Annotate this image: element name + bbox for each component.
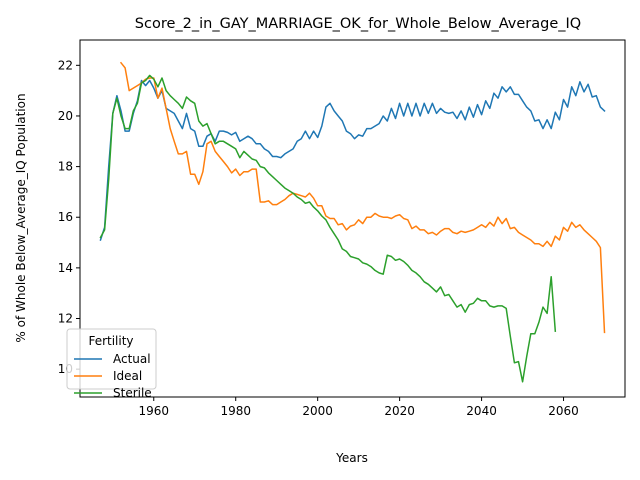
legend-title: Fertility bbox=[88, 334, 133, 348]
y-tick-label: 22 bbox=[58, 58, 73, 72]
legend-label-ideal: Ideal bbox=[113, 369, 142, 383]
y-tick-label: 14 bbox=[58, 261, 73, 275]
legend-box bbox=[66, 328, 157, 390]
series-line-sterile bbox=[99, 74, 557, 383]
y-tick-label: 18 bbox=[58, 160, 73, 174]
series-line-ideal bbox=[119, 61, 606, 334]
x-tick-label: 1960 bbox=[138, 404, 169, 418]
x-tick-label: 2040 bbox=[466, 404, 497, 418]
chart-title: Score_2_in_GAY_MARRIAGE_OK_for_Whole_Bel… bbox=[135, 16, 581, 32]
plot-lines bbox=[99, 61, 606, 383]
x-tick-label: 2020 bbox=[384, 404, 415, 418]
y-tick-label: 16 bbox=[58, 210, 73, 224]
legend-label-actual: Actual bbox=[113, 352, 151, 366]
plot-frame bbox=[79, 39, 626, 398]
x-tick-label: 2060 bbox=[548, 404, 579, 418]
y-tick-label: 20 bbox=[58, 109, 73, 123]
legend-items: Actual Ideal Sterile bbox=[74, 352, 152, 400]
x-tick-label: 1980 bbox=[220, 404, 251, 418]
x-axis-label: Years bbox=[335, 451, 368, 465]
x-axis-ticks: 1960 1980 2000 2020 2040 2060 bbox=[138, 397, 579, 418]
legend: Fertility Actual Ideal Sterile bbox=[66, 328, 157, 400]
y-axis-label: % of Whole Below_Average_IQ Population bbox=[14, 93, 28, 342]
series-line-actual bbox=[99, 79, 606, 241]
y-tick-label: 12 bbox=[58, 312, 73, 326]
x-tick-label: 2000 bbox=[302, 404, 333, 418]
legend-label-sterile: Sterile bbox=[113, 386, 152, 400]
